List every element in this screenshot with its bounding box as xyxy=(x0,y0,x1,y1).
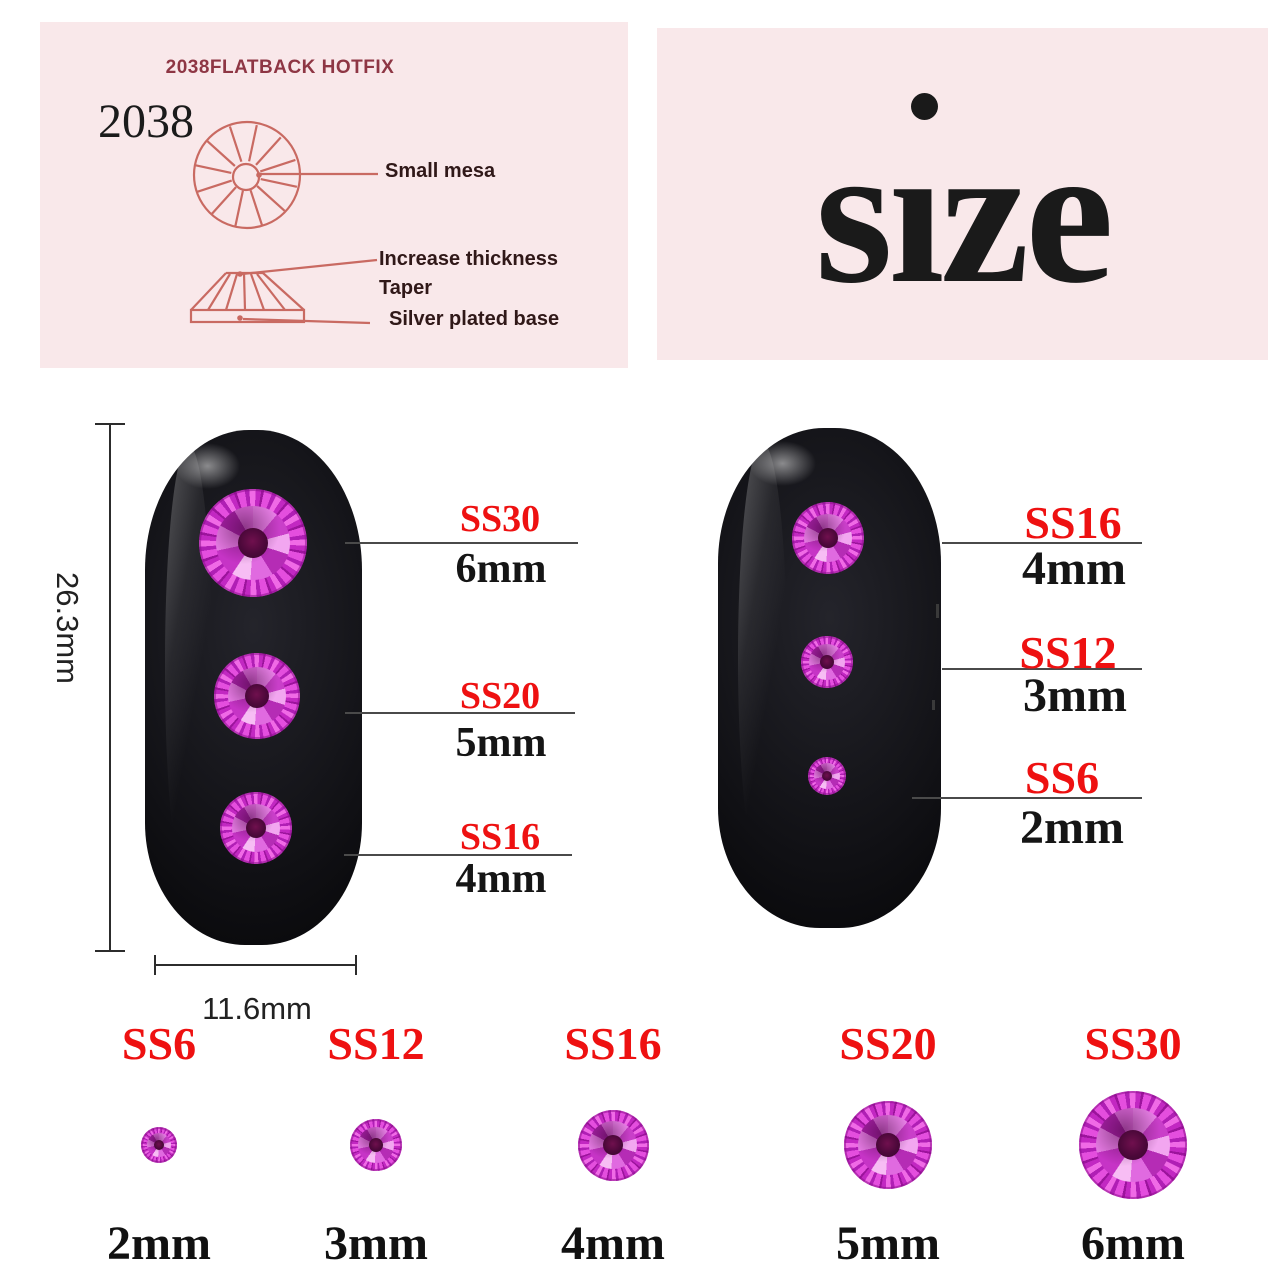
rhinestone-gem-ss20 xyxy=(844,1101,932,1189)
base-anchor-dot xyxy=(237,315,243,321)
mm-size-label: 4mm xyxy=(1022,542,1126,595)
ss-size-label: SS20 xyxy=(839,1018,937,1069)
mm-size-label: 5mm xyxy=(455,720,547,766)
rhinestone-gem-ss6 xyxy=(141,1127,177,1163)
gem-center xyxy=(153,1139,165,1151)
size-chart-column-ss6: SS6 2mm xyxy=(49,1018,269,1268)
callout-line xyxy=(345,712,575,714)
callout-line xyxy=(942,542,1142,544)
gem-center xyxy=(817,527,839,549)
height-ruler-line xyxy=(109,423,111,952)
callout-line xyxy=(345,542,578,544)
mm-size-label: 3mm xyxy=(1023,669,1127,722)
ss-size-label: SS12 xyxy=(327,1018,425,1069)
gem-slot xyxy=(1023,1070,1243,1220)
callout-line xyxy=(344,854,572,856)
rhinestone-spec-diagram xyxy=(189,120,378,325)
gem-center xyxy=(819,654,835,670)
height-ruler-cap-bottom xyxy=(95,950,125,952)
size-chart-column-ss12: SS12 3mm xyxy=(266,1018,486,1268)
callout-tick xyxy=(936,604,939,618)
mm-size-label: 6mm xyxy=(455,546,547,592)
width-ruler-cap-right xyxy=(355,955,357,975)
ss-size-label: SS16 xyxy=(1024,497,1122,548)
gem-slot xyxy=(778,1070,998,1220)
increase-thickness-label: Increase thickness xyxy=(379,248,558,270)
width-ruler-line xyxy=(155,964,357,966)
rhinestone-gem-ss30 xyxy=(199,489,307,597)
ss-size-label: SS16 xyxy=(459,816,541,858)
small-mesa-anchor-dot xyxy=(256,172,262,178)
rhinestone-gem-ss30 xyxy=(1079,1091,1187,1199)
gem-center xyxy=(1117,1129,1149,1161)
rhinestone-gem-ss16 xyxy=(220,792,292,864)
side-view-diagram xyxy=(189,258,378,325)
thickness-anchor-dot xyxy=(237,271,243,277)
mm-size-label: 4mm xyxy=(561,1217,665,1270)
rhinestone-gem-ss20 xyxy=(214,653,300,739)
callout-line xyxy=(912,797,1142,799)
gem-center xyxy=(368,1137,384,1153)
gem-slot xyxy=(266,1070,486,1220)
mm-size-label: 2mm xyxy=(1020,801,1124,854)
top-view-diagram xyxy=(192,120,378,230)
size-chart-column-ss16: SS16 4mm xyxy=(503,1018,723,1268)
base-leader-line xyxy=(242,317,371,325)
rhinestone-gem-ss16 xyxy=(577,1109,649,1181)
taper-label: Taper xyxy=(379,277,432,299)
mm-size-label: 4mm xyxy=(455,856,547,902)
ss-size-label: SS30 xyxy=(1084,1018,1182,1069)
spec-panel-title: 2038FLATBACK HOTFIX xyxy=(165,57,395,78)
ss-size-label: SS16 xyxy=(564,1018,662,1069)
nail-width-label: 11.6mm xyxy=(202,991,312,1026)
gem-base-rect xyxy=(189,308,306,324)
mm-size-label: 3mm xyxy=(324,1217,428,1270)
ss-size-label: SS30 xyxy=(459,498,541,540)
thickness-leader-line xyxy=(241,258,378,276)
rhinestone-gem-ss6 xyxy=(808,757,846,795)
height-ruler-cap-top xyxy=(95,423,125,425)
ss-size-label: SS6 xyxy=(1024,752,1100,803)
mm-size-label: 2mm xyxy=(107,1217,211,1270)
ss-size-label: SS20 xyxy=(459,675,541,717)
mm-size-label: 6mm xyxy=(1081,1217,1185,1270)
size-panel: sıze xyxy=(657,28,1268,360)
gem-center xyxy=(237,527,269,559)
callout-tick xyxy=(932,700,935,710)
rhinestone-gem-ss12 xyxy=(350,1119,402,1171)
mm-size-label: 5mm xyxy=(836,1217,940,1270)
small-mesa-label: Small mesa xyxy=(385,160,496,182)
ss-size-label: SS12 xyxy=(1019,627,1117,678)
silver-plated-base-label: Silver plated base xyxy=(389,308,560,330)
rhinestone-gem-ss16 xyxy=(792,502,864,574)
gem-center xyxy=(244,683,270,709)
gem-slot xyxy=(49,1070,269,1220)
gem-slot xyxy=(503,1070,723,1220)
ss-size-label: SS6 xyxy=(121,1018,197,1069)
size-title: sıze xyxy=(815,104,1114,325)
size-chart-column-ss20: SS20 5mm xyxy=(778,1018,998,1268)
callout-line xyxy=(942,668,1142,670)
gem-center xyxy=(875,1132,901,1158)
rhinestone-gem-ss12 xyxy=(801,636,853,688)
gem-hub-circle xyxy=(231,162,261,192)
size-chart-column-ss30: SS30 6mm xyxy=(1023,1018,1243,1268)
model-number: 2038 xyxy=(98,95,194,148)
width-ruler-cap-left xyxy=(154,955,156,975)
spec-panel: 2038FLATBACK HOTFIX 2038 xyxy=(40,22,628,368)
nail-height-label: 26.3mm xyxy=(50,572,85,684)
gem-center xyxy=(821,770,833,782)
gem-center xyxy=(603,1135,623,1155)
i-dot xyxy=(911,93,938,120)
gem-center xyxy=(245,817,267,839)
